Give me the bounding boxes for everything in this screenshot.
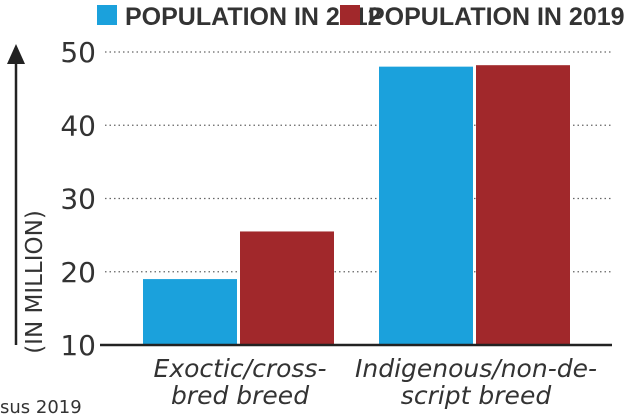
y-ticks: 10 20 30 40 50	[60, 36, 96, 362]
legend-swatch-2019	[340, 5, 360, 25]
category-label-1-line-1: Exoctic/cross-	[154, 354, 327, 383]
y-tick-label-20: 20	[60, 256, 96, 289]
bars	[143, 65, 570, 346]
bar-2012-category-1	[143, 279, 237, 345]
y-axis-label: (IN MILLION)	[22, 210, 48, 354]
bar-2012-category-2	[379, 66, 473, 346]
bar-2019-category-1	[240, 231, 334, 345]
legend-swatch-2012	[97, 5, 117, 25]
y-tick-label-30: 30	[60, 183, 96, 216]
y-axis-arrow	[7, 44, 25, 345]
legend-label-2019: POPULATION IN 2019	[368, 3, 625, 31]
source-text: sus 2019	[0, 397, 82, 418]
category-labels: Exoctic/cross-bred breed Indigenous/non-d…	[154, 354, 597, 410]
y-tick-label-40: 40	[60, 109, 96, 142]
category-label-2-line-2: script breed	[401, 381, 552, 410]
y-tick-label-50: 50	[60, 36, 96, 69]
gridlines	[105, 51, 612, 273]
bar-2019-category-2	[476, 65, 570, 345]
legend-label-2012: POPULATION IN 2012	[125, 3, 382, 31]
y-tick-label-10: 10	[60, 329, 96, 362]
category-label-1-line-2: bred breed	[171, 381, 309, 410]
category-label-2-line-1: Indigenous/non-de-	[355, 354, 597, 383]
legend: POPULATION IN 2012 POPULATION IN 2019	[97, 3, 625, 31]
